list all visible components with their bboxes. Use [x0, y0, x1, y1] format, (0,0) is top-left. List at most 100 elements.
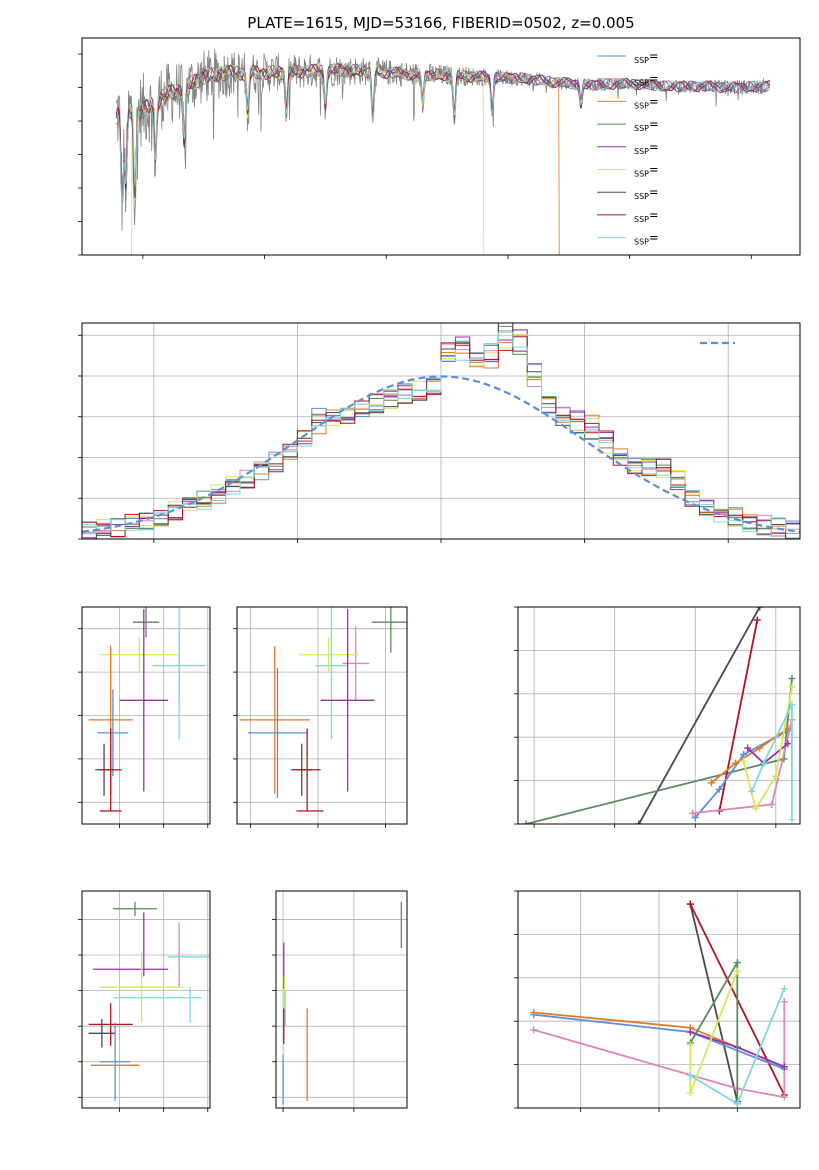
legend-subscript: SSP	[634, 79, 649, 88]
legend-subscript: SSP	[634, 238, 649, 247]
weight-point-marker	[530, 1026, 538, 1034]
axes-frame	[275, 890, 408, 1109]
plot-area	[530, 900, 788, 1108]
plot-area	[239, 607, 407, 812]
weight-line	[742, 687, 793, 812]
weight-point-marker	[732, 759, 740, 767]
age-vs-metallicity-panel	[78, 606, 211, 828]
errorbar-salpeter_elodie	[320, 609, 375, 792]
weight-point-marker	[686, 1089, 694, 1097]
model-spectrum-salpeter_stelib	[115, 63, 770, 205]
plot-area	[115, 49, 770, 255]
errorbar-salpeter_stelib	[99, 728, 122, 811]
weight-point-marker	[772, 772, 780, 780]
legend-eq: =	[649, 117, 659, 131]
weight-point-marker	[522, 820, 530, 824]
age-vs-mass-panel	[233, 606, 408, 828]
legend-subscript: SSP	[634, 124, 649, 133]
legend-subscript: SSP	[634, 192, 649, 201]
spectrum-legend: SSP=SSP=SSP=SSP=SSP=SSP=SSP=SSP=SSP=	[597, 49, 659, 247]
weight-point-marker	[780, 998, 788, 1006]
weight-series-chabrier_stelib	[635, 607, 764, 824]
weight-point-marker	[691, 813, 699, 821]
weight-point-marker	[686, 1028, 694, 1036]
weight-point-marker	[780, 1063, 788, 1071]
weight-point-marker	[788, 683, 796, 691]
errorbar-salpeter_stelib	[293, 728, 321, 811]
weight-point-marker	[689, 809, 697, 817]
legend-label-chabrier_elodie: SSP=	[634, 117, 659, 133]
legend-label-kroupa_elodie: SSP=	[634, 163, 659, 179]
errorbar-chabrier_elodie	[132, 607, 160, 638]
residual-histogram-panel	[78, 322, 801, 543]
weight-series-kroupa_stelib	[686, 985, 788, 1108]
axes-frame	[81, 890, 211, 1109]
grid-lines	[82, 607, 210, 824]
plot-area	[88, 901, 210, 1101]
mass-weight-vs-metallicity-panel	[514, 890, 801, 1112]
observed-spectrum-line	[115, 49, 770, 231]
weight-point-marker	[748, 787, 756, 795]
legend-subscript: SSP	[634, 101, 649, 110]
mass-vs-reddening-panel	[272, 890, 408, 1112]
errorbar-kroupa_stelib	[315, 607, 348, 740]
errorbar-kroupa_elodie	[99, 637, 180, 673]
legend-label-salpeter_miles: SSP=	[634, 72, 659, 88]
errorbar-chabrier_miles	[97, 689, 129, 777]
weight-point-marker	[733, 967, 741, 975]
legend-subscript: SSP	[634, 170, 649, 179]
legend-label-salpeter_elodie: SSP=	[634, 140, 659, 156]
legend-label-kroupa_miles: SSP=	[634, 94, 659, 110]
legend-subscript: SSP	[634, 56, 649, 65]
errorbar-kroupa_elodie	[299, 637, 359, 673]
legend-eq: =	[649, 49, 659, 63]
weight-point-marker	[740, 757, 748, 765]
weight-line	[710, 727, 789, 784]
axes-frame	[81, 37, 801, 256]
weight-point-marker	[788, 675, 796, 683]
model-spectrum-chabrier_stelib	[115, 63, 770, 199]
errorbar-salpeter_elodie	[119, 609, 169, 792]
errorbar-chabrier_elodie	[371, 607, 407, 653]
legend-eq: =	[649, 94, 659, 108]
weight-point-marker	[780, 1093, 788, 1101]
weight-point-marker	[530, 1009, 538, 1017]
errorbar-salpeter_miles	[342, 626, 370, 701]
weight-point-marker	[756, 607, 764, 611]
axes-frame	[517, 606, 801, 825]
mass-weight-vs-age-panel	[514, 606, 801, 828]
weight-point-marker	[784, 740, 792, 748]
weight-point-marker	[760, 759, 768, 767]
weight-line	[533, 1001, 786, 1099]
weight-point-marker	[635, 820, 643, 824]
legend-subscript: SSP	[634, 215, 649, 224]
legend-eq: =	[649, 140, 659, 154]
weight-line	[750, 704, 793, 820]
weight-point-marker	[788, 701, 796, 709]
legend-label-salpeter_stelib: SSP=	[634, 208, 659, 224]
weight-point-marker	[744, 744, 752, 752]
grid-lines	[237, 607, 407, 824]
weight-line	[694, 729, 789, 819]
weight-point-marker	[733, 959, 741, 967]
weight-point-marker	[707, 779, 715, 787]
weight-point-marker	[768, 800, 776, 808]
legend-eq: =	[649, 231, 659, 245]
weight-point-marker	[780, 985, 788, 993]
normal-reference-curve	[82, 375, 800, 533]
axes-frame	[236, 606, 408, 825]
errorbar-chabrier_elodie	[112, 901, 158, 916]
weight-series-kroupa_stelib	[748, 701, 796, 824]
grid-lines	[276, 891, 407, 1108]
legend-eq: =	[649, 185, 659, 199]
errorbar-kroupa_miles	[239, 646, 310, 794]
weight-point-marker	[686, 900, 694, 908]
legend-label-chabrier_stelib: SSP=	[634, 185, 659, 201]
model-spectrum-kroupa_elodie	[131, 63, 485, 255]
errorbar-chabrier_miles	[247, 667, 308, 798]
axes-frame	[81, 606, 211, 825]
figure-title: PLATE=1615, MJD=53166, FIBERID=0502, z=0…	[247, 14, 634, 32]
errorbar-salpeter_stelib	[88, 1003, 133, 1046]
weight-point-marker	[733, 1100, 741, 1108]
axes-frame	[81, 322, 801, 540]
